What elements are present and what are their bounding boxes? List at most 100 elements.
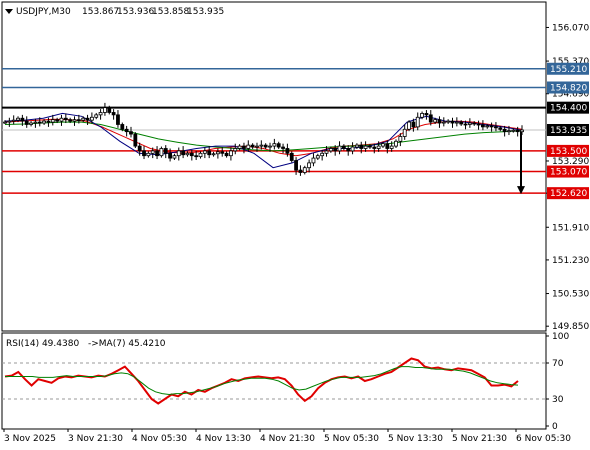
rsi-panel[interactable]	[1, 332, 547, 430]
candle-body	[424, 113, 429, 116]
candle-body	[181, 150, 186, 156]
candle-body	[172, 155, 177, 159]
candle-body	[341, 145, 346, 149]
time-tick-label: 5 Nov 05:30	[324, 434, 379, 444]
candle-body	[285, 148, 290, 154]
current-price-label: 153.935	[550, 126, 587, 136]
candle-body	[207, 150, 212, 156]
candle-body	[189, 152, 194, 157]
candle-body	[259, 144, 264, 147]
rsi-tick-label: 30	[552, 395, 564, 405]
candle-body	[476, 123, 481, 126]
candle-body	[59, 117, 64, 122]
candle-body	[511, 129, 516, 132]
candle-body	[467, 122, 472, 125]
price-tick-label: 150.530	[552, 290, 589, 300]
candle-body	[320, 152, 325, 157]
candles	[3, 102, 524, 176]
moving-averages	[4, 112, 523, 169]
moving-average-line	[4, 112, 523, 169]
candle-body	[437, 119, 442, 124]
candle-body	[246, 144, 251, 149]
level-tag-label: 152.620	[550, 189, 587, 199]
symbol-dropdown-icon[interactable]	[5, 9, 13, 14]
candle-body	[454, 121, 459, 124]
candle-body	[42, 120, 47, 124]
candle-body	[168, 152, 172, 159]
candle-body	[350, 146, 355, 152]
candle-body	[315, 155, 320, 159]
time-tick-label: 5 Nov 21:30	[452, 434, 507, 444]
candle-body	[346, 148, 351, 152]
symbol-label: USDJPY,M30	[16, 7, 71, 17]
ohlc-open: 153.867	[82, 7, 119, 17]
candle-body	[215, 151, 220, 155]
candle-body	[450, 120, 455, 124]
candle-body	[120, 124, 125, 130]
candle-body	[137, 145, 142, 152]
candle-body	[381, 143, 385, 147]
level-tag-resistance	[547, 81, 589, 94]
candle-body	[307, 162, 312, 169]
candle-body	[202, 150, 207, 154]
candle-body	[55, 119, 60, 122]
rsi-tick-label: 0	[552, 422, 558, 432]
rsi-ma-label: ->MA(7) 45.4210	[88, 339, 166, 349]
candle-body	[150, 150, 155, 154]
candle-body	[103, 107, 107, 113]
candle-body	[211, 153, 216, 156]
candle-body	[24, 120, 29, 125]
candle-body	[33, 121, 38, 124]
candle-body	[363, 145, 368, 149]
candle-body	[98, 112, 103, 116]
time-tick-label: 6 Nov 05:30	[516, 434, 571, 444]
candle-body	[272, 143, 277, 147]
candle-body	[311, 157, 316, 164]
candle-body	[224, 152, 229, 157]
candle-body	[480, 124, 485, 128]
price-panel[interactable]	[1, 1, 547, 332]
time-tick-label: 4 Nov 13:30	[196, 434, 251, 444]
candle-body	[72, 119, 77, 122]
forecast-arrow-head	[517, 186, 525, 195]
candle-body	[355, 144, 359, 148]
moving-average-line	[4, 121, 523, 152]
candle-body	[133, 133, 138, 147]
time-tick-label: 4 Nov 21:30	[260, 434, 315, 444]
candle-body	[298, 169, 303, 173]
candle-body	[372, 146, 377, 149]
candle-body	[415, 116, 420, 128]
time-tick-label: 3 Nov 21:30	[68, 434, 123, 444]
ohlc-low: 153.858	[152, 7, 189, 17]
ohlc-high: 153.936	[117, 7, 154, 17]
candle-body	[368, 145, 372, 148]
price-tick-label: 153.290	[552, 157, 589, 167]
candle-body	[116, 114, 120, 125]
candle-body	[46, 120, 51, 123]
candle-body	[411, 121, 416, 128]
candle-body	[20, 117, 25, 122]
candle-body	[155, 150, 159, 157]
candle-body	[333, 148, 338, 152]
candle-body	[198, 152, 203, 158]
candle-body	[111, 112, 116, 116]
candle-body	[337, 145, 342, 152]
rsi-ma-line	[5, 366, 519, 396]
level-tags: 155.210 154.820 154.400 153.500 153.070 152.6…	[547, 62, 589, 200]
candle-body	[94, 114, 99, 118]
level-tag-label: 154.400	[550, 104, 587, 114]
candle-body	[463, 123, 468, 126]
time-tick-label: 5 Nov 13:30	[388, 434, 443, 444]
candle-body	[441, 121, 446, 124]
candle-body	[159, 148, 164, 157]
rsi-axis: 100 70 30 0	[546, 332, 569, 432]
level-tag-label: 153.070	[550, 168, 587, 178]
candle-body	[359, 144, 364, 149]
price-tick-label: 156.070	[552, 23, 589, 33]
horizontal-levels	[2, 68, 546, 195]
level-tag-support	[547, 187, 589, 200]
rsi-plot	[2, 357, 546, 405]
price-tick-label: 155.370	[552, 57, 589, 67]
candle-body	[29, 122, 33, 125]
